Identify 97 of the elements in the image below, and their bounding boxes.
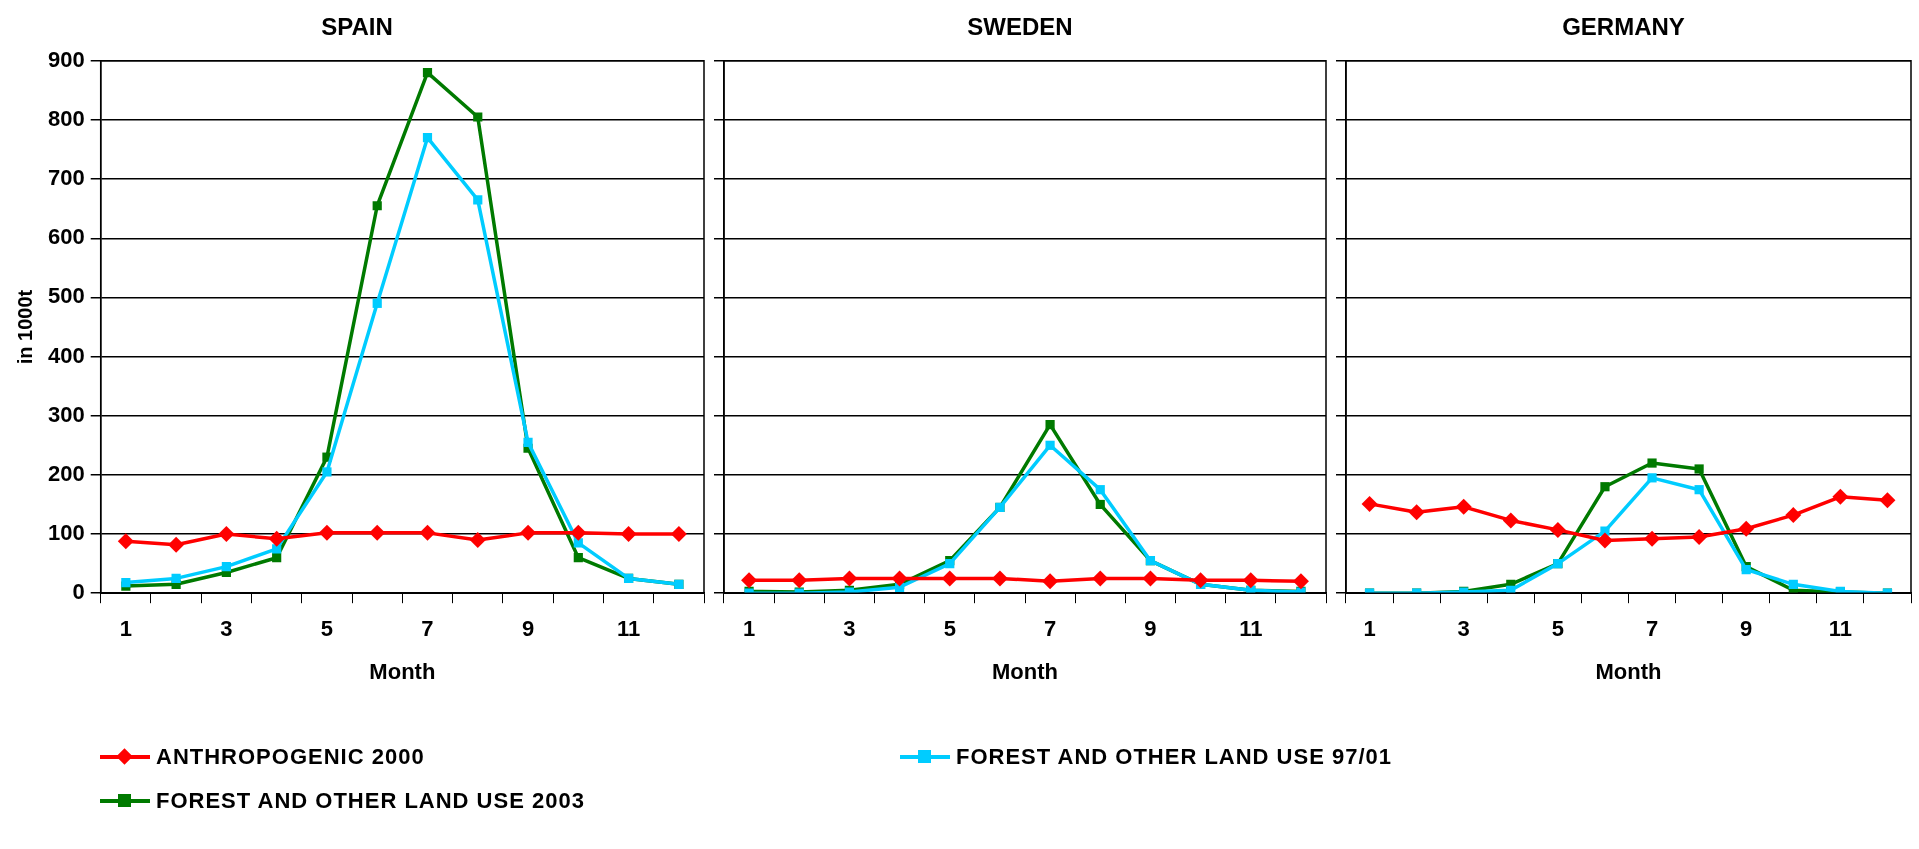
chart-title: SPAIN: [321, 13, 393, 41]
x-tick-label: 3: [1457, 616, 1470, 642]
y-tick-label: 800: [47, 106, 85, 132]
y-tick-label: 0: [72, 579, 85, 605]
point: [1095, 499, 1105, 510]
point: [520, 524, 537, 541]
x-tick-label: 11: [1828, 616, 1853, 642]
point: [1092, 570, 1109, 587]
y-tick-label: 200: [47, 460, 85, 486]
point: [741, 572, 758, 589]
x-axis-title: Month: [369, 658, 436, 684]
point: [1142, 570, 1159, 587]
x-tick-label: 7: [1645, 616, 1659, 642]
y-axis-title: in 1000t: [13, 289, 36, 365]
x-tick-label: 9: [521, 616, 535, 642]
point: [1502, 512, 1519, 529]
point: [523, 437, 533, 447]
point: [991, 570, 1008, 587]
y-tick-label: 100: [47, 520, 85, 546]
point: [791, 572, 808, 589]
point: [620, 526, 637, 543]
point: [1832, 488, 1849, 505]
y-tick-label: 900: [47, 46, 85, 72]
point: [1879, 492, 1896, 509]
point: [1045, 440, 1055, 450]
x-tick-label: 1: [1363, 616, 1376, 642]
point: [1600, 482, 1610, 492]
point: [1694, 485, 1704, 495]
point: [1596, 532, 1613, 549]
point: [168, 536, 185, 553]
point: [1549, 521, 1566, 538]
point: [1408, 504, 1425, 521]
point: [221, 561, 231, 572]
point: [272, 553, 282, 563]
point: [121, 577, 131, 588]
point: [570, 524, 587, 541]
point: [891, 570, 908, 587]
x-tick-label: 9: [1144, 616, 1157, 642]
point: [1455, 498, 1472, 515]
point: [322, 467, 332, 477]
point: [573, 538, 583, 548]
point: [941, 570, 958, 587]
x-tick-label: 1: [742, 616, 756, 642]
point: [670, 526, 687, 543]
point: [318, 524, 335, 541]
point: [1788, 579, 1798, 589]
point: [1242, 572, 1259, 589]
point: [1647, 458, 1657, 468]
point: [171, 573, 181, 584]
point: [117, 533, 134, 550]
point: [473, 195, 483, 205]
point: [1361, 495, 1378, 512]
x-axis-title: Month: [1595, 658, 1662, 684]
legend-label: FOREST AND OTHER LAND USE 2003: [156, 788, 585, 814]
point: [1095, 485, 1105, 495]
x-tick-label: 1: [119, 616, 132, 642]
point: [1192, 572, 1209, 589]
point: [573, 553, 583, 563]
point: [369, 524, 386, 541]
point: [268, 530, 285, 547]
point: [218, 526, 235, 543]
x-tick-label: 7: [421, 616, 434, 642]
y-tick-label: 700: [47, 165, 85, 191]
y-tick-label: 300: [47, 401, 85, 427]
y-tick-label: 400: [47, 342, 85, 368]
chart-title: GERMANY: [1562, 13, 1685, 41]
point: [1694, 464, 1704, 474]
point: [372, 298, 382, 308]
x-tick-label: 5: [320, 616, 334, 642]
x-tick-label: 3: [843, 616, 856, 642]
point: [422, 133, 433, 143]
x-tick-label: 11: [1239, 616, 1263, 642]
x-tick-label: 5: [943, 616, 956, 642]
y-tick-label: 600: [47, 224, 85, 250]
legend-label: FOREST AND OTHER LAND USE 97/01: [956, 744, 1393, 770]
point: [841, 570, 858, 587]
point: [1691, 529, 1708, 545]
point: [1042, 573, 1059, 590]
legend-label: ANTHROPOGENIC 2000: [156, 744, 425, 770]
x-tick-label: 7: [1043, 616, 1057, 642]
x-tick-label: 5: [1551, 616, 1564, 642]
point: [1738, 520, 1755, 537]
point: [1644, 530, 1661, 547]
point: [1785, 507, 1802, 524]
y-tick-label: 500: [47, 283, 85, 309]
point: [1045, 420, 1055, 430]
point: [419, 524, 436, 541]
point: [372, 201, 382, 211]
chart-title: SWEDEN: [967, 13, 1073, 41]
point: [1647, 473, 1657, 483]
point: [422, 68, 433, 78]
x-tick-label: 3: [220, 616, 233, 642]
x-tick-label: 9: [1740, 616, 1753, 642]
x-tick-label: 11: [616, 616, 641, 642]
point: [473, 112, 483, 122]
x-axis-title: Month: [992, 658, 1058, 684]
point: [469, 531, 486, 548]
